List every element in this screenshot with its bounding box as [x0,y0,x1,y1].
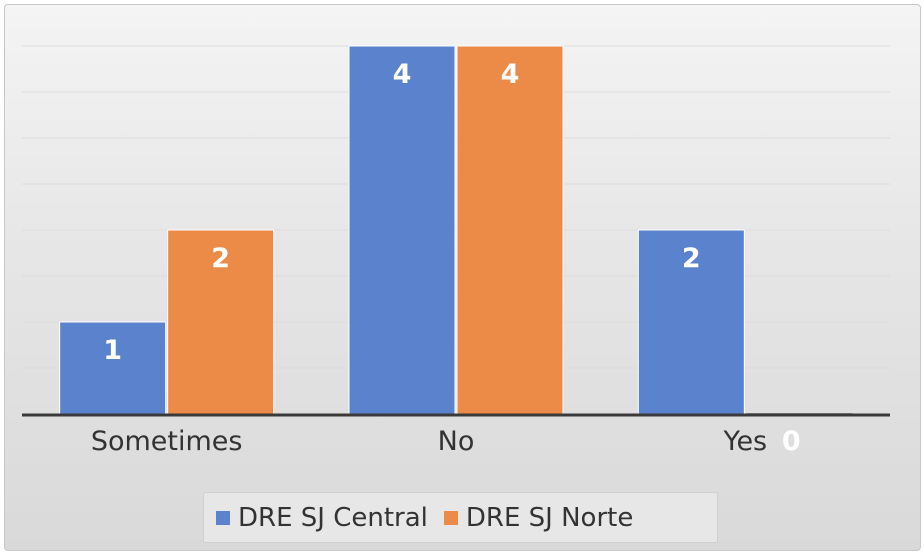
bar-sometimes-0 [59,321,167,415]
data-label: 4 [501,59,520,90]
legend-label-norte: DRE SJ Norte [465,502,634,533]
bars [59,45,853,415]
x-tick-label: Yes [723,426,768,457]
data-label: 1 [103,335,122,366]
data-label: 4 [393,59,412,90]
x-tick-label: No [438,426,475,457]
legend-swatch-central [216,510,230,525]
data-label: 0 [782,426,801,457]
data-label: 2 [211,243,230,274]
legend-item-norte: DRE SJ Norte [443,502,634,533]
legend-label-central: DRE SJ Central [238,502,428,533]
data-labels: 1 2 4 4 2 0 [103,59,800,457]
bar-sometimes-1 [167,229,275,415]
bar-no-0 [348,45,456,415]
x-axis-ticks: Sometimes No Yes [91,426,767,457]
bar-no-1 [456,45,564,415]
data-label: 2 [682,243,701,274]
legend-item-central: DRE SJ Central [216,503,428,533]
legend-swatch-norte [443,510,458,525]
gridlines [22,45,890,369]
x-tick-label: Sometimes [91,426,243,457]
legend: DRE SJ Central DRE SJ Norte [203,492,718,543]
bar-yes-0 [637,229,745,415]
